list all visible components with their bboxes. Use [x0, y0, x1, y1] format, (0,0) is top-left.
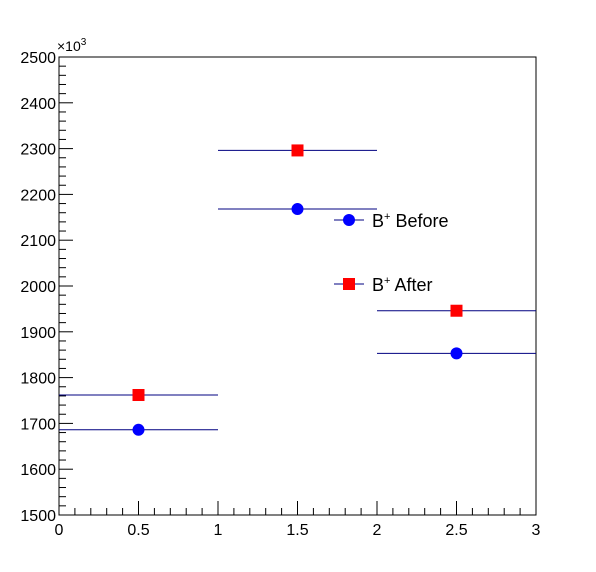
- b-before-point: [132, 423, 145, 436]
- series-layer: [59, 144, 536, 436]
- x-tick-label: 0.5: [127, 522, 149, 539]
- y-tick-label: 2400: [20, 96, 56, 113]
- b-after-point: [450, 304, 463, 317]
- b-before-point: [450, 347, 463, 360]
- x-tick-label: 2: [373, 522, 382, 539]
- b-after-point: [291, 144, 304, 157]
- x-tick-label: 1: [214, 522, 223, 539]
- b-before-legend-label: B+ Before: [372, 211, 449, 231]
- y-tick-label: 2000: [20, 279, 56, 296]
- x-tick-label: 2.5: [445, 522, 467, 539]
- y-axis-ticks: 1500 1600 1700 1800 1900 2000 2100 2200 2300 2400…: [20, 50, 73, 525]
- x-tick-label: 3: [532, 522, 541, 539]
- b-after-legend-label: B+ After: [372, 275, 432, 295]
- plot-frame: [58, 56, 537, 516]
- y-tick-label: 2500: [20, 50, 56, 67]
- b-after-legend-marker: [343, 278, 355, 290]
- y-tick-label: 1600: [20, 462, 56, 479]
- legend: B+ Before B+ After: [334, 211, 449, 295]
- y-tick-label: 1700: [20, 416, 56, 433]
- y-tick-label: 2300: [20, 142, 56, 159]
- b-before-legend-marker: [343, 214, 355, 226]
- x-tick-label: 1.5: [286, 522, 308, 539]
- b-before-point: [291, 203, 304, 216]
- y-axis-multiplier: ×103: [57, 37, 87, 54]
- y-tick-label: 1900: [20, 325, 56, 342]
- b-after-point: [132, 389, 145, 402]
- y-tick-label: 1500: [20, 508, 56, 525]
- y-tick-label: 2100: [20, 233, 56, 250]
- y-tick-label: 1800: [20, 371, 56, 388]
- x-axis-ticks: 0 0.5 1 1.5 2 2.5 3: [55, 501, 541, 539]
- x-tick-label: 0: [55, 522, 64, 539]
- y-tick-label: 2200: [20, 187, 56, 204]
